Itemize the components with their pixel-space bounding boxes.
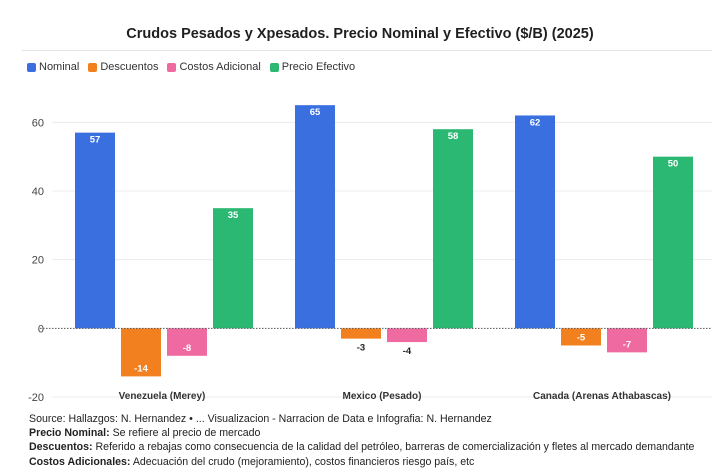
bar: [341, 328, 381, 339]
bar: [75, 132, 115, 329]
chart-footer: Source: Hallazgos: N. Hernandez • ... Vi…: [29, 412, 719, 469]
data-label: -7: [623, 339, 631, 350]
bar: [387, 328, 427, 343]
legend-swatch-nominal: [27, 62, 36, 72]
legend-item-precio-efectivo[interactable]: Precio Efectivo: [269, 61, 356, 73]
footer-note-precio-nominal: Precio Nominal: Se refiere al precio de …: [29, 426, 719, 440]
footer-note-descuentos: Descuentos: Referido a rebajas como cons…: [29, 440, 719, 454]
legend-swatch-costos: [167, 62, 177, 72]
data-label: 50: [668, 159, 679, 170]
legend-label-costos: Costos Adicional: [179, 61, 261, 73]
footer-note-text: Se refiere al precio de mercado: [112, 427, 261, 440]
bar-chart: -20 0 20 40 60 57 -14 -8 35 Venezuela (Merey) 65 -3…: [28, 105, 712, 404]
y-tick-label: -20: [28, 392, 44, 404]
data-label: 62: [530, 117, 541, 128]
data-label: -8: [183, 343, 191, 354]
y-tick-label: 0: [38, 323, 44, 335]
bar: [213, 208, 253, 329]
footer-note-costos: Costos Adicionales: Adecuación del crudo…: [29, 455, 719, 469]
data-label: 35: [228, 210, 239, 221]
bar: [607, 328, 647, 353]
bar: [167, 328, 207, 356]
y-tick-label: 60: [32, 117, 44, 129]
footer-note-term: Costos Adicionales:: [29, 455, 131, 468]
legend: Nominal Descuentos Costos Adicional Prec…: [27, 61, 355, 73]
data-label: -5: [577, 333, 586, 344]
legend-item-costos[interactable]: Costos Adicional: [167, 61, 261, 73]
data-label: 65: [310, 107, 321, 118]
legend-item-nominal[interactable]: Nominal: [27, 61, 79, 73]
bar: [561, 328, 601, 346]
data-label: -3: [357, 343, 365, 354]
legend-swatch-precio-efectivo: [269, 62, 279, 72]
footer-note-term: Precio Nominal:: [29, 427, 110, 440]
legend-label-precio-efectivo: Precio Efectivo: [281, 61, 356, 73]
x-tick-label: Canada (Arenas Athabascas): [533, 391, 671, 402]
legend-swatch-descuentos: [88, 62, 98, 72]
bar: [653, 156, 693, 329]
data-label: -14: [134, 363, 148, 374]
y-tick-label: 40: [32, 186, 44, 198]
footer-note-term: Descuentos:: [29, 441, 93, 454]
title-divider: [22, 50, 712, 51]
bar: [515, 115, 555, 329]
legend-label-descuentos: Descuentos: [100, 61, 159, 73]
data-label: 58: [448, 131, 459, 142]
bar: [295, 105, 335, 329]
chart-title: Crudos Pesados y Xpesados. Precio Nomina…: [126, 26, 594, 42]
legend-label-nominal: Nominal: [39, 61, 80, 73]
x-tick-label: Mexico (Pesado): [343, 391, 422, 402]
bar: [121, 328, 161, 377]
legend-item-descuentos[interactable]: Descuentos: [88, 61, 158, 73]
bar: [433, 129, 473, 329]
footer-note-text: Referido a rebajas como consecuencia de …: [95, 441, 695, 454]
data-label: 57: [90, 135, 101, 146]
data-label: -4: [403, 346, 412, 357]
x-tick-label: Venezuela (Merey): [119, 391, 206, 402]
footer-note-text: Adecuación del crudo (mejoramiento), cos…: [132, 455, 475, 468]
footer-source: Source: Hallazgos: N. Hernandez • ... Vi…: [29, 413, 492, 425]
y-tick-label: 20: [32, 255, 44, 267]
